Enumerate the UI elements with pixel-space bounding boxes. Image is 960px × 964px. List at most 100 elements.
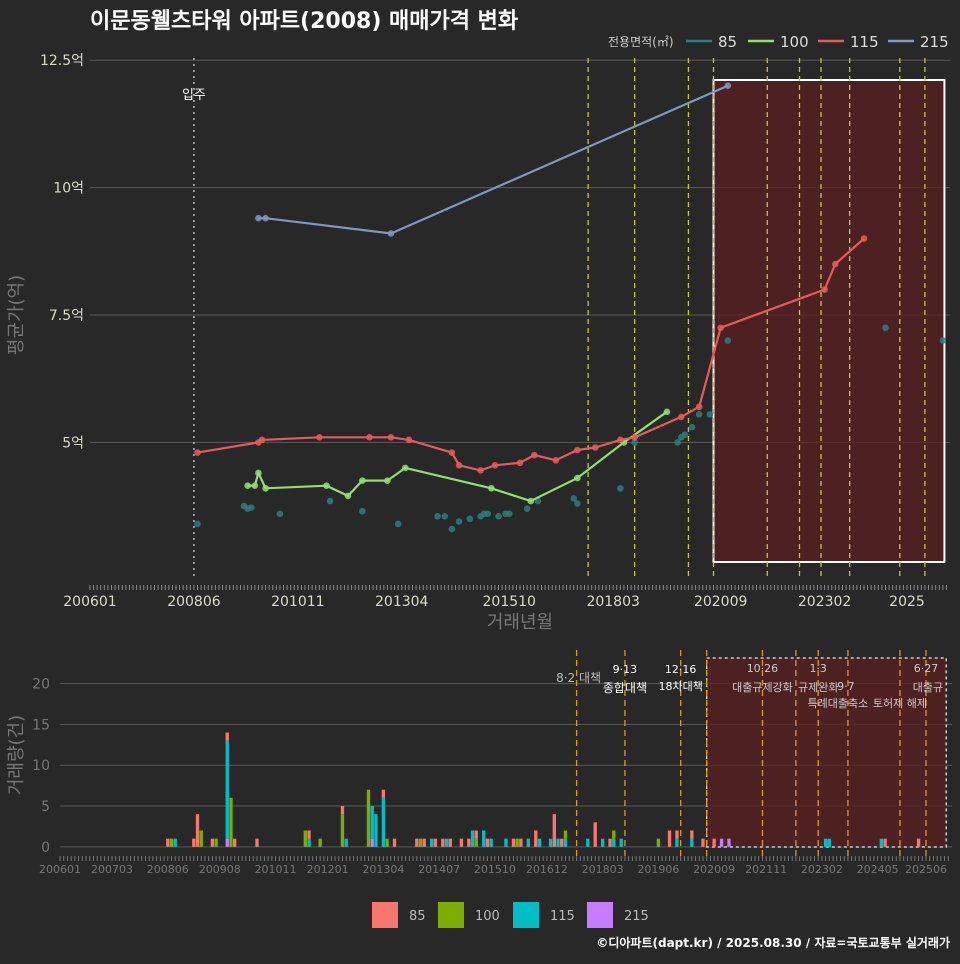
data-point-85 xyxy=(484,510,492,518)
x-tick-label: 2025 xyxy=(889,594,925,610)
bar-215 xyxy=(370,838,374,847)
bar-115 xyxy=(470,830,475,847)
x-tick-label: 201803 xyxy=(586,594,639,610)
series-line-215 xyxy=(258,84,729,235)
move-in-label: 입주 xyxy=(182,88,206,103)
bar-y-tick-label: 10 xyxy=(32,758,50,774)
bar-y-tick-label: 5 xyxy=(41,799,50,815)
series-215 xyxy=(255,82,732,237)
data-point-215 xyxy=(262,214,269,222)
legend-title: 전용면적(㎡) xyxy=(608,35,674,49)
series-line-115 xyxy=(197,237,865,472)
data-point-85 xyxy=(724,337,732,344)
data-point-100 xyxy=(251,482,259,490)
data-point-100 xyxy=(527,497,535,505)
data-point-85 xyxy=(574,500,581,507)
data-point-115 xyxy=(552,456,560,464)
bar-x-tick-label: 202302 xyxy=(801,863,843,876)
x-tick-label: 200806 xyxy=(167,594,221,610)
data-point-100 xyxy=(359,477,366,484)
bar-100 xyxy=(318,838,322,847)
bar-100 xyxy=(366,789,371,847)
data-point-100 xyxy=(344,492,352,500)
bar-85 xyxy=(441,838,445,847)
data-point-85 xyxy=(617,484,624,492)
x-tick-label: 201011 xyxy=(271,594,324,610)
bar-85 xyxy=(511,838,516,847)
x-tick-label: 202302 xyxy=(798,594,851,610)
bar-100 xyxy=(515,838,519,847)
volume-bars xyxy=(166,732,921,847)
bar-85 xyxy=(166,838,170,847)
bar-legend-swatch-85 xyxy=(372,902,398,928)
bar-85 xyxy=(883,838,887,847)
bar-85 xyxy=(701,838,705,847)
data-point-100 xyxy=(402,464,409,472)
x-tick-label: 201510 xyxy=(483,594,536,610)
policy-label: 12·16 xyxy=(665,663,697,676)
data-point-85 xyxy=(247,504,255,511)
bar-legend-label-85: 85 xyxy=(409,909,426,924)
data-point-85 xyxy=(276,510,284,518)
data-point-115 xyxy=(387,434,395,441)
data-point-115 xyxy=(405,436,413,444)
bar-85 xyxy=(560,838,564,847)
data-point-115 xyxy=(631,434,638,441)
x-tick-label: 201304 xyxy=(375,594,429,610)
bar-x-tick-label: 201612 xyxy=(526,863,568,876)
y-tick-label: 10억 xyxy=(53,181,84,197)
bar-85 xyxy=(712,838,716,847)
bar-x-tick-label: 200703 xyxy=(91,863,133,876)
bar-85 xyxy=(225,732,229,741)
data-point-85 xyxy=(326,497,334,505)
x-tick-label: 200601 xyxy=(63,594,116,610)
data-point-85 xyxy=(394,520,402,528)
bar-x-tick-label: 201803 xyxy=(582,863,624,876)
bar-115 xyxy=(548,838,553,847)
data-point-115 xyxy=(832,260,839,268)
policy-label: 종합대책 xyxy=(603,680,647,695)
legend-label-115: 115 xyxy=(850,33,879,51)
bar-115 xyxy=(307,838,311,847)
bar-115 xyxy=(690,838,694,847)
policy-label: 9·7 xyxy=(837,680,855,693)
bar-100 xyxy=(229,797,233,847)
data-point-115 xyxy=(574,446,581,454)
data-point-85 xyxy=(706,411,714,418)
bar-85 xyxy=(433,838,438,847)
policy-label: 대출규 xyxy=(913,681,943,694)
policy-label: 9·13 xyxy=(613,663,638,676)
data-point-85 xyxy=(441,512,449,520)
bar-115 xyxy=(344,838,348,847)
legend-label-215: 215 xyxy=(920,33,949,51)
bar-115 xyxy=(526,838,530,847)
series-line-100 xyxy=(247,410,668,503)
chart-title: 이문동웰츠타워 아파트(2008) 매매가격 변화 xyxy=(90,9,518,34)
bar-85 xyxy=(690,830,694,839)
data-point-115 xyxy=(717,324,724,332)
bar-115 xyxy=(429,838,434,847)
data-point-115 xyxy=(677,413,685,421)
bar-100 xyxy=(340,814,345,847)
bar-100 xyxy=(474,838,478,847)
bar-115 xyxy=(374,814,378,847)
x-minor-ticks xyxy=(89,585,947,590)
data-point-85 xyxy=(631,439,638,446)
bar-85 xyxy=(467,838,471,847)
data-point-85 xyxy=(882,324,889,332)
data-point-115 xyxy=(258,436,266,444)
bar-x-tick-label: 202506 xyxy=(905,863,947,876)
data-point-85 xyxy=(505,510,513,518)
data-point-115 xyxy=(591,444,599,451)
bar-115 xyxy=(381,797,386,847)
bar-85 xyxy=(448,838,452,847)
data-point-100 xyxy=(574,474,581,482)
bar-85 xyxy=(415,838,419,847)
bar-100 xyxy=(563,830,568,839)
bar-85 xyxy=(255,838,259,847)
data-point-85 xyxy=(194,520,201,528)
bar-100 xyxy=(385,838,389,847)
bar-115 xyxy=(827,838,832,847)
data-point-115 xyxy=(194,449,201,456)
data-point-100 xyxy=(262,484,269,492)
